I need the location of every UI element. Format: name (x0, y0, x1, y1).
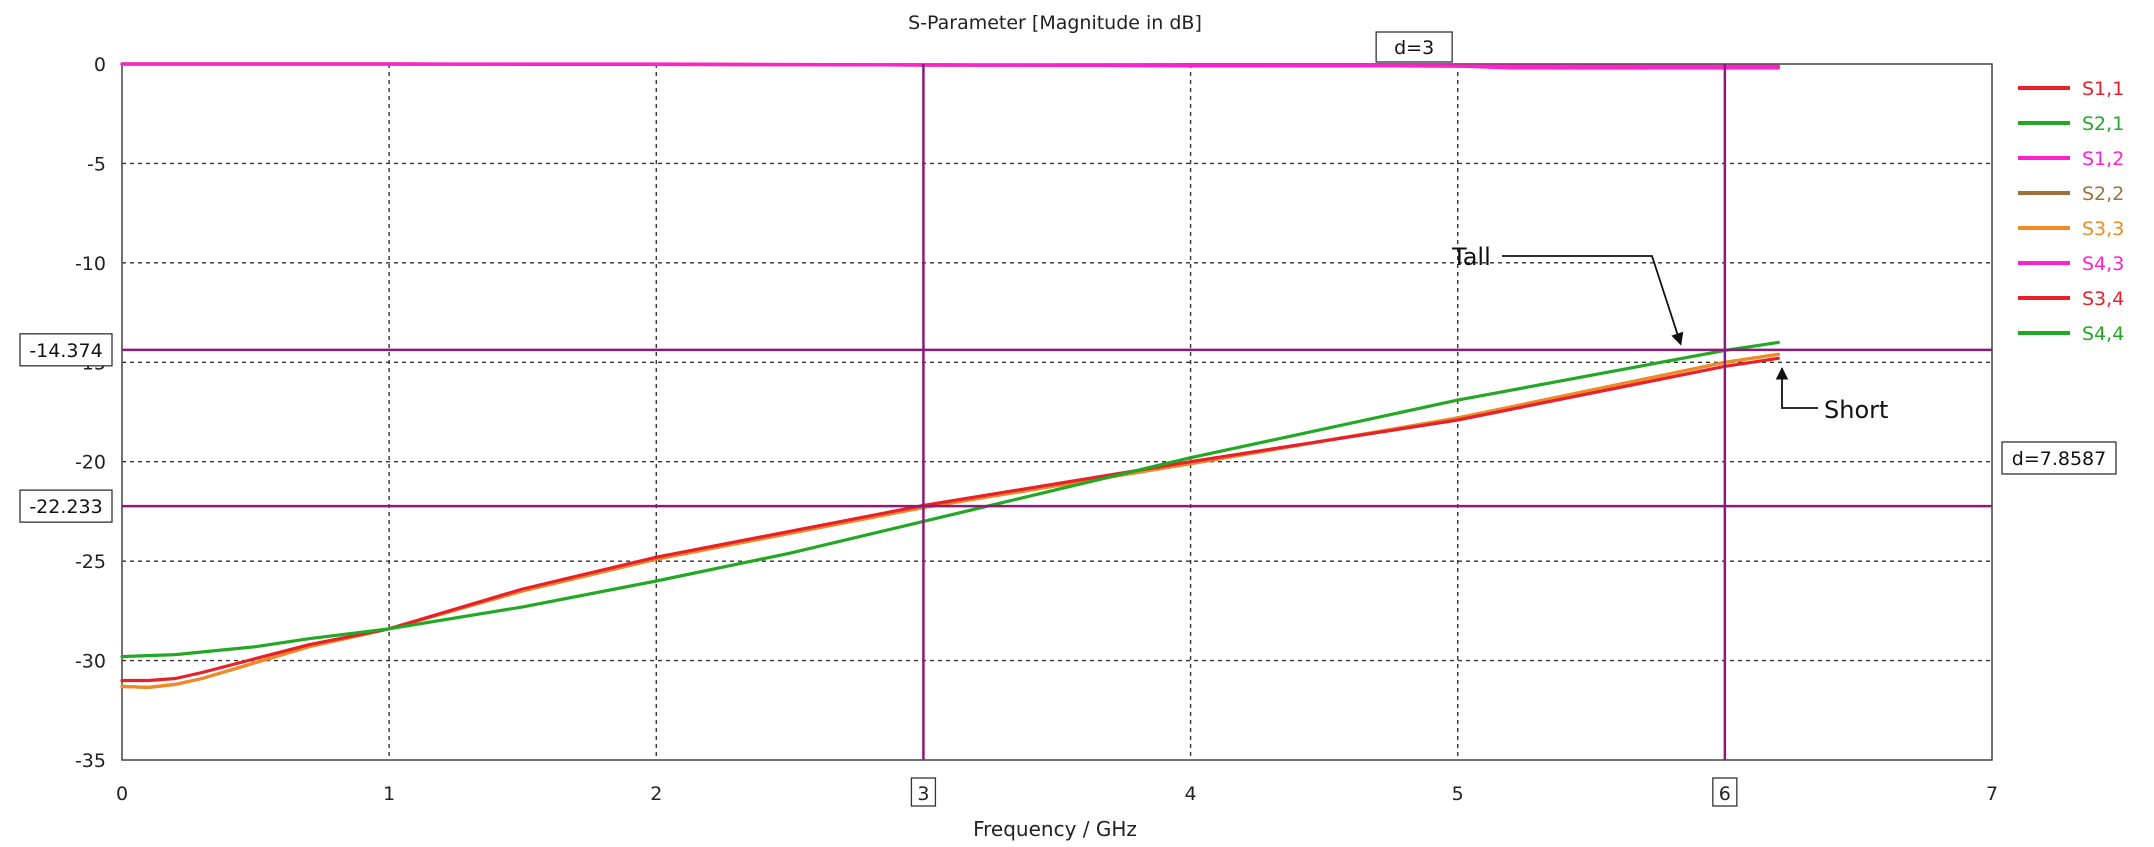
tick-labels: 012345670-5-10-15-20-25-30-35-14.374-22.… (19, 31, 2117, 807)
annotation-tall: Tall (1451, 243, 1491, 271)
y-tick-label: -30 (75, 651, 106, 673)
series-lines (120, 62, 1780, 690)
y-tick-label: -5 (87, 153, 106, 175)
legend[interactable]: S1,1 S2,1 S1,2 S2,2 S3,3 S4,3 S3,4 S4,4 (2018, 78, 2124, 345)
x-axis-title: Frequency / GHz (973, 817, 1137, 841)
x-tick-label: 1 (383, 783, 395, 805)
x-tick-label: 3 (917, 783, 929, 805)
y-tick-label: -20 (75, 452, 106, 474)
legend-label[interactable]: S3,3 (2082, 218, 2124, 240)
delta-x-label: d=3 (1394, 37, 1434, 59)
x-tick-label: 6 (1719, 783, 1731, 805)
y-marker-value: -14.374 (29, 340, 102, 362)
marker-lines (122, 64, 1992, 760)
x-tick-label: 7 (1986, 783, 1998, 805)
y-marker-box (19, 333, 113, 367)
x-tick-label: 2 (650, 783, 662, 805)
annotation-arrow-tall (1502, 255, 1684, 346)
chart-title: S-Parameter [Magnitude in dB] (908, 12, 1202, 34)
y-tick-label: 0 (94, 54, 106, 76)
legend-label[interactable]: S4,3 (2082, 253, 2124, 275)
delta-y-box (2001, 441, 2117, 475)
legend-label[interactable]: S2,2 (2082, 183, 2124, 205)
y-tick-label: -35 (75, 750, 106, 772)
x-marker-box (1712, 777, 1738, 807)
legend-label[interactable]: S4,4 (2082, 323, 2124, 345)
x-marker-box (910, 777, 937, 807)
legend-label[interactable]: S1,1 (2082, 78, 2124, 100)
legend-label[interactable]: S1,2 (2082, 148, 2124, 170)
y-marker-value: -22.233 (29, 496, 102, 518)
y-marker-box (19, 489, 113, 523)
y-tick-label: -10 (75, 253, 106, 275)
annotation-short: Short (1824, 396, 1888, 424)
legend-label[interactable]: S3,4 (2082, 288, 2124, 310)
x-tick-label: 0 (116, 783, 128, 805)
delta-y-label: d=7.8587 (2012, 448, 2106, 470)
legend-label[interactable]: S2,1 (2082, 113, 2124, 135)
annotations: Tall Short (1451, 243, 1888, 424)
annotation-arrow-short (1775, 367, 1818, 409)
y-tick-label: -25 (75, 551, 106, 573)
series-line-S3-4 (120, 356, 1780, 683)
x-tick-label: 5 (1452, 783, 1464, 805)
series-line-S4-3 (120, 62, 1780, 69)
delta-x-box (1375, 31, 1453, 63)
series-line-S4-4 (120, 340, 1780, 659)
x-tick-label: 4 (1185, 783, 1197, 805)
